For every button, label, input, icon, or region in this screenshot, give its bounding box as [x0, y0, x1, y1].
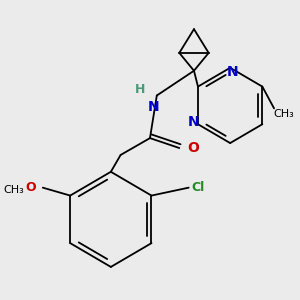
Text: N: N — [188, 115, 200, 129]
Text: N: N — [148, 100, 160, 114]
Text: N: N — [226, 65, 238, 79]
Text: H: H — [135, 83, 146, 96]
Text: Cl: Cl — [192, 181, 205, 194]
Text: CH₃: CH₃ — [274, 109, 294, 119]
Text: O: O — [187, 141, 199, 155]
Text: CH₃: CH₃ — [3, 184, 24, 195]
Text: O: O — [26, 181, 36, 194]
